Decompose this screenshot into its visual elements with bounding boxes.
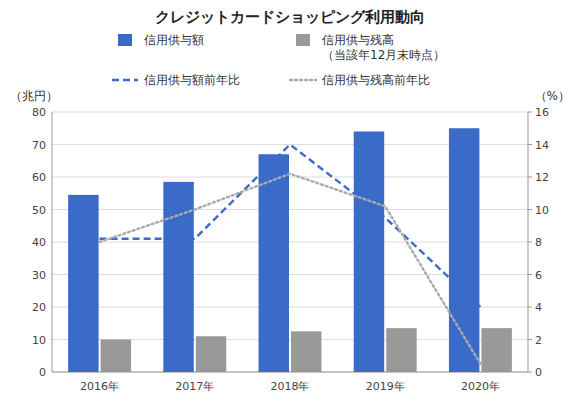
- legend-swatch: [112, 79, 138, 81]
- y2-tick-label: 12: [535, 171, 549, 184]
- y2-tick-label: 4: [535, 301, 542, 314]
- legend-swatch: [296, 34, 310, 46]
- y2-tick: [528, 339, 532, 340]
- y2-tick: [528, 242, 532, 243]
- y2-tick: [528, 274, 532, 275]
- y2-tick-label: 6: [535, 269, 542, 282]
- x-tick-label: 2016年: [80, 380, 119, 393]
- y-tick-label: 50: [32, 204, 46, 217]
- y-tick-label: 10: [32, 334, 46, 347]
- y2-tick: [528, 112, 532, 113]
- y2-tick-label: 2: [535, 334, 542, 347]
- legend-swatch: [118, 34, 132, 46]
- y-tick-label: 40: [32, 236, 46, 249]
- y-axis-label: （兆円）: [10, 89, 58, 103]
- legend: 信用供与額 信用供与残高（当該年12月末時点） 信用供与額前年比 信用供与残高前年比: [112, 33, 445, 87]
- y-tick-label: 0: [39, 366, 46, 379]
- y2-axis: [528, 112, 529, 372]
- y2-tick-label: 10: [535, 204, 549, 217]
- grid-line: [52, 112, 528, 113]
- y2-axis-label: （%）: [535, 89, 570, 103]
- y2-tick: [528, 144, 532, 145]
- bar: [354, 132, 384, 373]
- y2-tick-label: 0: [535, 366, 542, 379]
- legend-swatch: [290, 79, 316, 81]
- bar: [101, 340, 131, 373]
- bar: [386, 328, 416, 372]
- chart: クレジットカードショッピング利用動向 0 10 20 30 40 50 60 70 80 0 2 4 6 8…: [0, 0, 580, 403]
- bar: [196, 336, 226, 372]
- bar: [481, 328, 511, 372]
- bar: [291, 331, 321, 372]
- legend-label: 信用供与額前年比: [144, 73, 240, 87]
- y-tick-label: 80: [32, 106, 46, 119]
- legend-label: 信用供与残高（当該年12月末時点）: [322, 33, 445, 62]
- bar: [259, 154, 289, 372]
- line: [100, 174, 481, 364]
- y-tick-label: 30: [32, 269, 46, 282]
- y2-tick-label: 16: [535, 106, 549, 119]
- y2-tick-label: 14: [535, 139, 549, 152]
- y2-tick: [528, 209, 532, 210]
- title: クレジットカードショッピング利用動向: [155, 8, 425, 26]
- y-tick-label: 70: [32, 139, 46, 152]
- x-tick-label: 2020年: [461, 380, 500, 393]
- y-tick-label: 60: [32, 171, 46, 184]
- grid: [52, 112, 528, 372]
- legend-label: 信用供与残高前年比: [322, 73, 430, 87]
- bar: [68, 195, 98, 372]
- plot-area: [68, 128, 512, 372]
- y2-tick: [528, 307, 532, 308]
- y2-tick: [528, 372, 532, 373]
- y-tick-label: 20: [32, 301, 46, 314]
- y2-tick: [528, 177, 532, 178]
- y2-tick-label: 8: [535, 236, 542, 249]
- line: [100, 145, 481, 308]
- x-tick-label: 2017年: [175, 380, 214, 393]
- legend-label: 信用供与額: [144, 33, 204, 47]
- y-axis: [52, 112, 53, 372]
- x-tick-label: 2018年: [271, 380, 310, 393]
- x-tick-label: 2019年: [366, 380, 405, 393]
